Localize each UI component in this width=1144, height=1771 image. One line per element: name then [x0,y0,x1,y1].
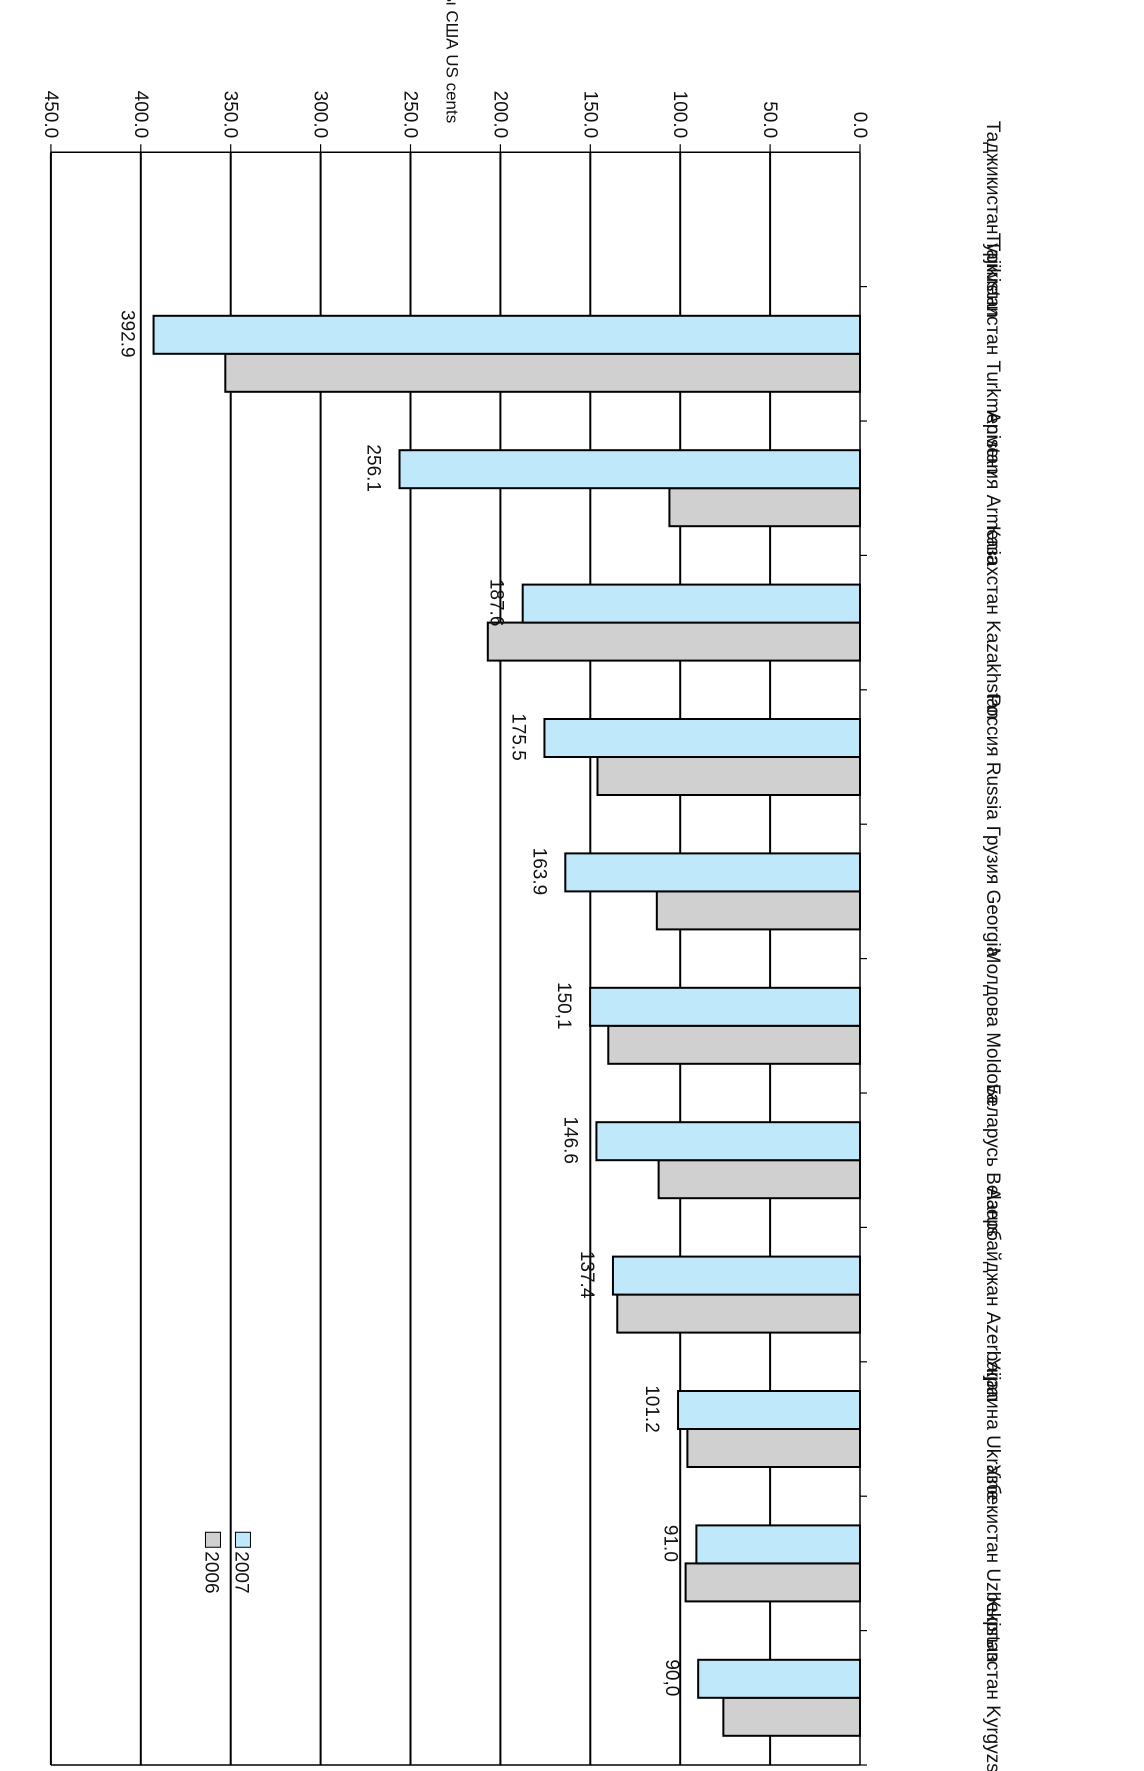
data-label: 392.9 [117,310,138,358]
value-tick-label: 300.0 [310,91,331,139]
category-label: Кыргызстан Kyrgyzstan [982,1596,1003,1771]
bar-2007-10 [152,314,861,355]
bar-2007-3 [611,1255,861,1296]
category-label: Молдова Moldova [982,948,1003,1105]
labels: 0.0 50.0 100.0 150.0 200.0 250.0 300.0 350.0 400… [40,0,1003,1771]
bar-2007-1 [695,1524,861,1565]
gridlines [49,151,860,1766]
bar-2006-0 [722,1696,861,1737]
category-label: Армения Armenia [982,411,1003,566]
bar-2007-9 [398,449,861,490]
bar-2007-7 [543,718,861,758]
data-label: 256.1 [363,444,384,492]
bars [152,314,861,1737]
category-label: Беларусь Belarus [982,1084,1003,1237]
bar-2006-7 [596,756,861,796]
category-label: Узбекистан Uzbekistan [982,1464,1003,1662]
bar-2007-0 [697,1658,861,1699]
legend-swatch-2007 [234,1531,251,1548]
bar-2006-9 [668,487,861,528]
category-label: Казахстан Kazakhstan [982,526,1003,720]
data-label: 187.6 [486,579,507,627]
value-tick-label: 150.0 [579,91,600,139]
data-label: 91.0 [659,1525,680,1562]
data-label: 90,0 [661,1659,682,1696]
legend-swatch-2006 [204,1531,221,1548]
bar-2006-2 [686,1428,861,1468]
bar-2006-5 [607,1024,861,1065]
bar-2007-6 [564,852,861,893]
value-tick-label: 400.0 [130,91,151,139]
bar-2006-4 [657,1159,861,1200]
value-tick-label: 200.0 [489,91,510,139]
category-label: Украина Ukraine [982,1357,1003,1500]
bar-2006-10 [224,352,861,393]
value-axis-title: центы США US cents [442,0,461,123]
value-tick-label: 0.0 [849,112,870,138]
value-tick-label: 50.0 [759,101,780,138]
category-label: Россия Russia [982,694,1003,820]
legend-label-2007: 2007 [230,1551,251,1593]
category-label: Таджикистан Tajikistan [982,121,1003,318]
legend-label-2006: 2006 [200,1551,221,1593]
axes [50,144,867,1766]
data-label: 175.5 [507,713,528,761]
bar-2006-1 [684,1562,861,1603]
data-label: 150,1 [553,982,574,1030]
value-tick-label: 450.0 [40,91,61,139]
bar-2007-5 [589,986,861,1027]
value-tick-label: 250.0 [400,91,421,139]
bar-2007-4 [595,1121,861,1162]
value-tick-label: 100.0 [669,91,690,139]
data-label: 101.2 [641,1385,662,1433]
category-label: Азербайджан Azerbaijan [982,1188,1003,1402]
category-label: Туркменистан Turkmenistan [982,233,1003,475]
legend: 2007 2006 [200,1531,251,1594]
bar-2007-2 [677,1390,861,1430]
data-label: 163.9 [528,848,549,896]
bar-2007-8 [521,583,861,624]
data-label: 146.6 [559,1116,580,1164]
bar-2006-6 [655,890,861,931]
value-tick-label: 350.0 [220,91,241,139]
data-label: 137.4 [576,1251,597,1299]
bar-2006-3 [616,1293,861,1334]
chart-rotated-group: 0.0 50.0 100.0 150.0 200.0 250.0 300.0 350.0 400… [40,0,1003,1771]
category-label: Грузия Georgia [982,826,1003,958]
bar-2006-8 [486,621,861,662]
